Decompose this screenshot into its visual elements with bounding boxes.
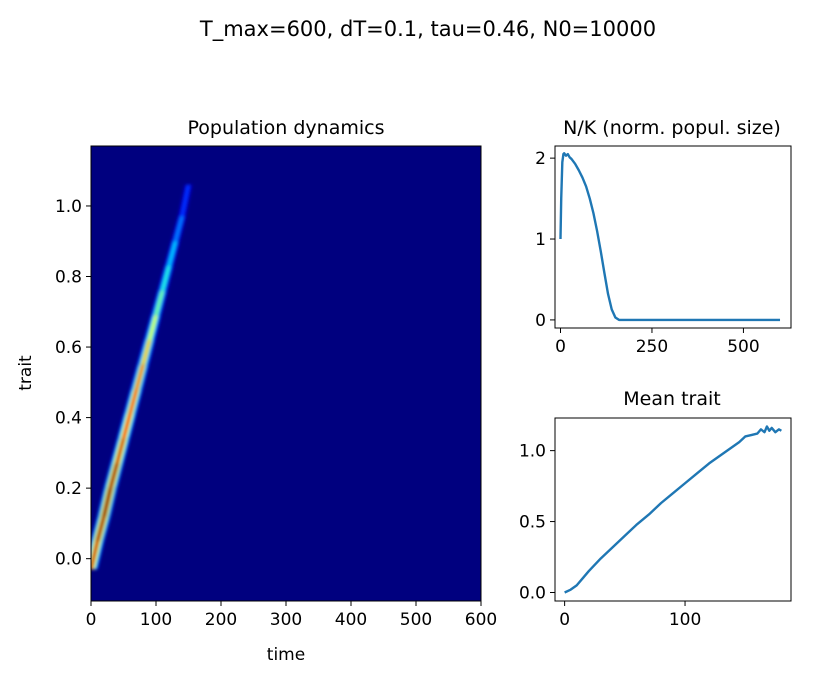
heatmap-ridge-band [154,290,164,316]
heatmap-x-tick-label: 500 [400,610,432,630]
population-size-x-ticks: 0 250 500 [555,328,760,357]
heatmap-ridge-band [128,389,139,415]
heatmap-background [91,146,481,601]
heatmap-ridge [91,184,193,570]
population-size-panel: N/K (norm. popul. size) 0 250 500 0 1 2 [535,117,792,357]
mean-trait-x-tick-label: 100 [669,610,701,630]
heatmap-ridge-band [147,315,158,340]
population-size-y-tick-label: 2 [535,149,546,169]
heatmap-ridge-band [95,516,106,542]
mean-trait-y-tick-label: 0.5 [519,513,546,533]
mean-trait-title: Mean trait [623,388,720,410]
population-size-x-tick-label: 0 [555,337,566,357]
heatmap-title: Population dynamics [188,117,385,139]
heatmap-y-tick-label: 0.2 [55,479,82,499]
mean-trait-y-tick-label: 1.0 [519,442,546,462]
heatmap-ridge-band [161,265,171,291]
heatmap-ridge-band [180,184,190,217]
heatmap-y-tick-label: 0.8 [55,268,82,288]
mean-trait-frame [554,417,792,602]
mean-trait-x-ticks: 0 100 [559,601,701,630]
population-size-y-tick-label: 1 [535,230,546,250]
heatmap-x-ticks: 0 100 200 300 400 500 600 [86,601,497,630]
mean-trait-x-tick-label: 0 [559,610,570,630]
heatmap-x-tick-label: 400 [335,610,367,630]
heatmap-x-tick-label: 300 [270,610,302,630]
population-size-x-tick-label: 250 [636,337,668,357]
mean-trait-y-ticks: 0.0 0.5 1.0 [519,442,555,603]
population-size-x-tick-label: 500 [727,337,759,357]
heatmap-y-tick-label: 0.4 [55,409,82,429]
population-size-y-tick-label: 0 [535,311,546,331]
heatmap-ridge-band [167,241,177,266]
heatmap-ridge-band [134,364,145,390]
heatmap-ridge-band [91,541,100,570]
population-size-line [559,152,781,322]
mean-trait-panel: Mean trait 0 100 0.0 0.5 1.0 [519,388,792,630]
heatmap-ridge-band [108,463,119,489]
heatmap-ridge-band [121,414,132,439]
heatmap-ridge-band [102,488,113,517]
heatmap-ridge-band [174,216,184,242]
heatmap-panel: Population dynamics 0 100 200 300 400 500 600 … [16,117,497,665]
mean-trait-line [564,425,782,594]
heatmap-ridge-band [141,339,152,365]
population-size-frame [554,145,792,329]
heatmap-y-tick-label: 1.0 [55,197,82,217]
heatmap-x-tick-label: 100 [140,610,172,630]
heatmap-x-tick-label: 0 [86,610,97,630]
heatmap-y-ticks: 0.0 0.2 0.4 0.6 0.8 1.0 [55,197,91,570]
heatmap-x-tick-label: 200 [205,610,237,630]
population-size-y-ticks: 0 1 2 [535,149,555,331]
heatmap-y-tick-label: 0.6 [55,338,82,358]
heatmap-x-label: time [267,645,305,665]
heatmap-y-label: trait [16,355,36,391]
figure-suptitle: T_max=600, dT=0.1, tau=0.46, N0=10000 [199,17,656,42]
heatmap-y-tick-label: 0.0 [55,550,82,570]
heatmap-ridge-band [115,438,126,464]
population-size-title: N/K (norm. popul. size) [563,117,781,139]
mean-trait-y-tick-label: 0.0 [519,583,546,603]
heatmap-x-tick-label: 600 [465,610,497,630]
